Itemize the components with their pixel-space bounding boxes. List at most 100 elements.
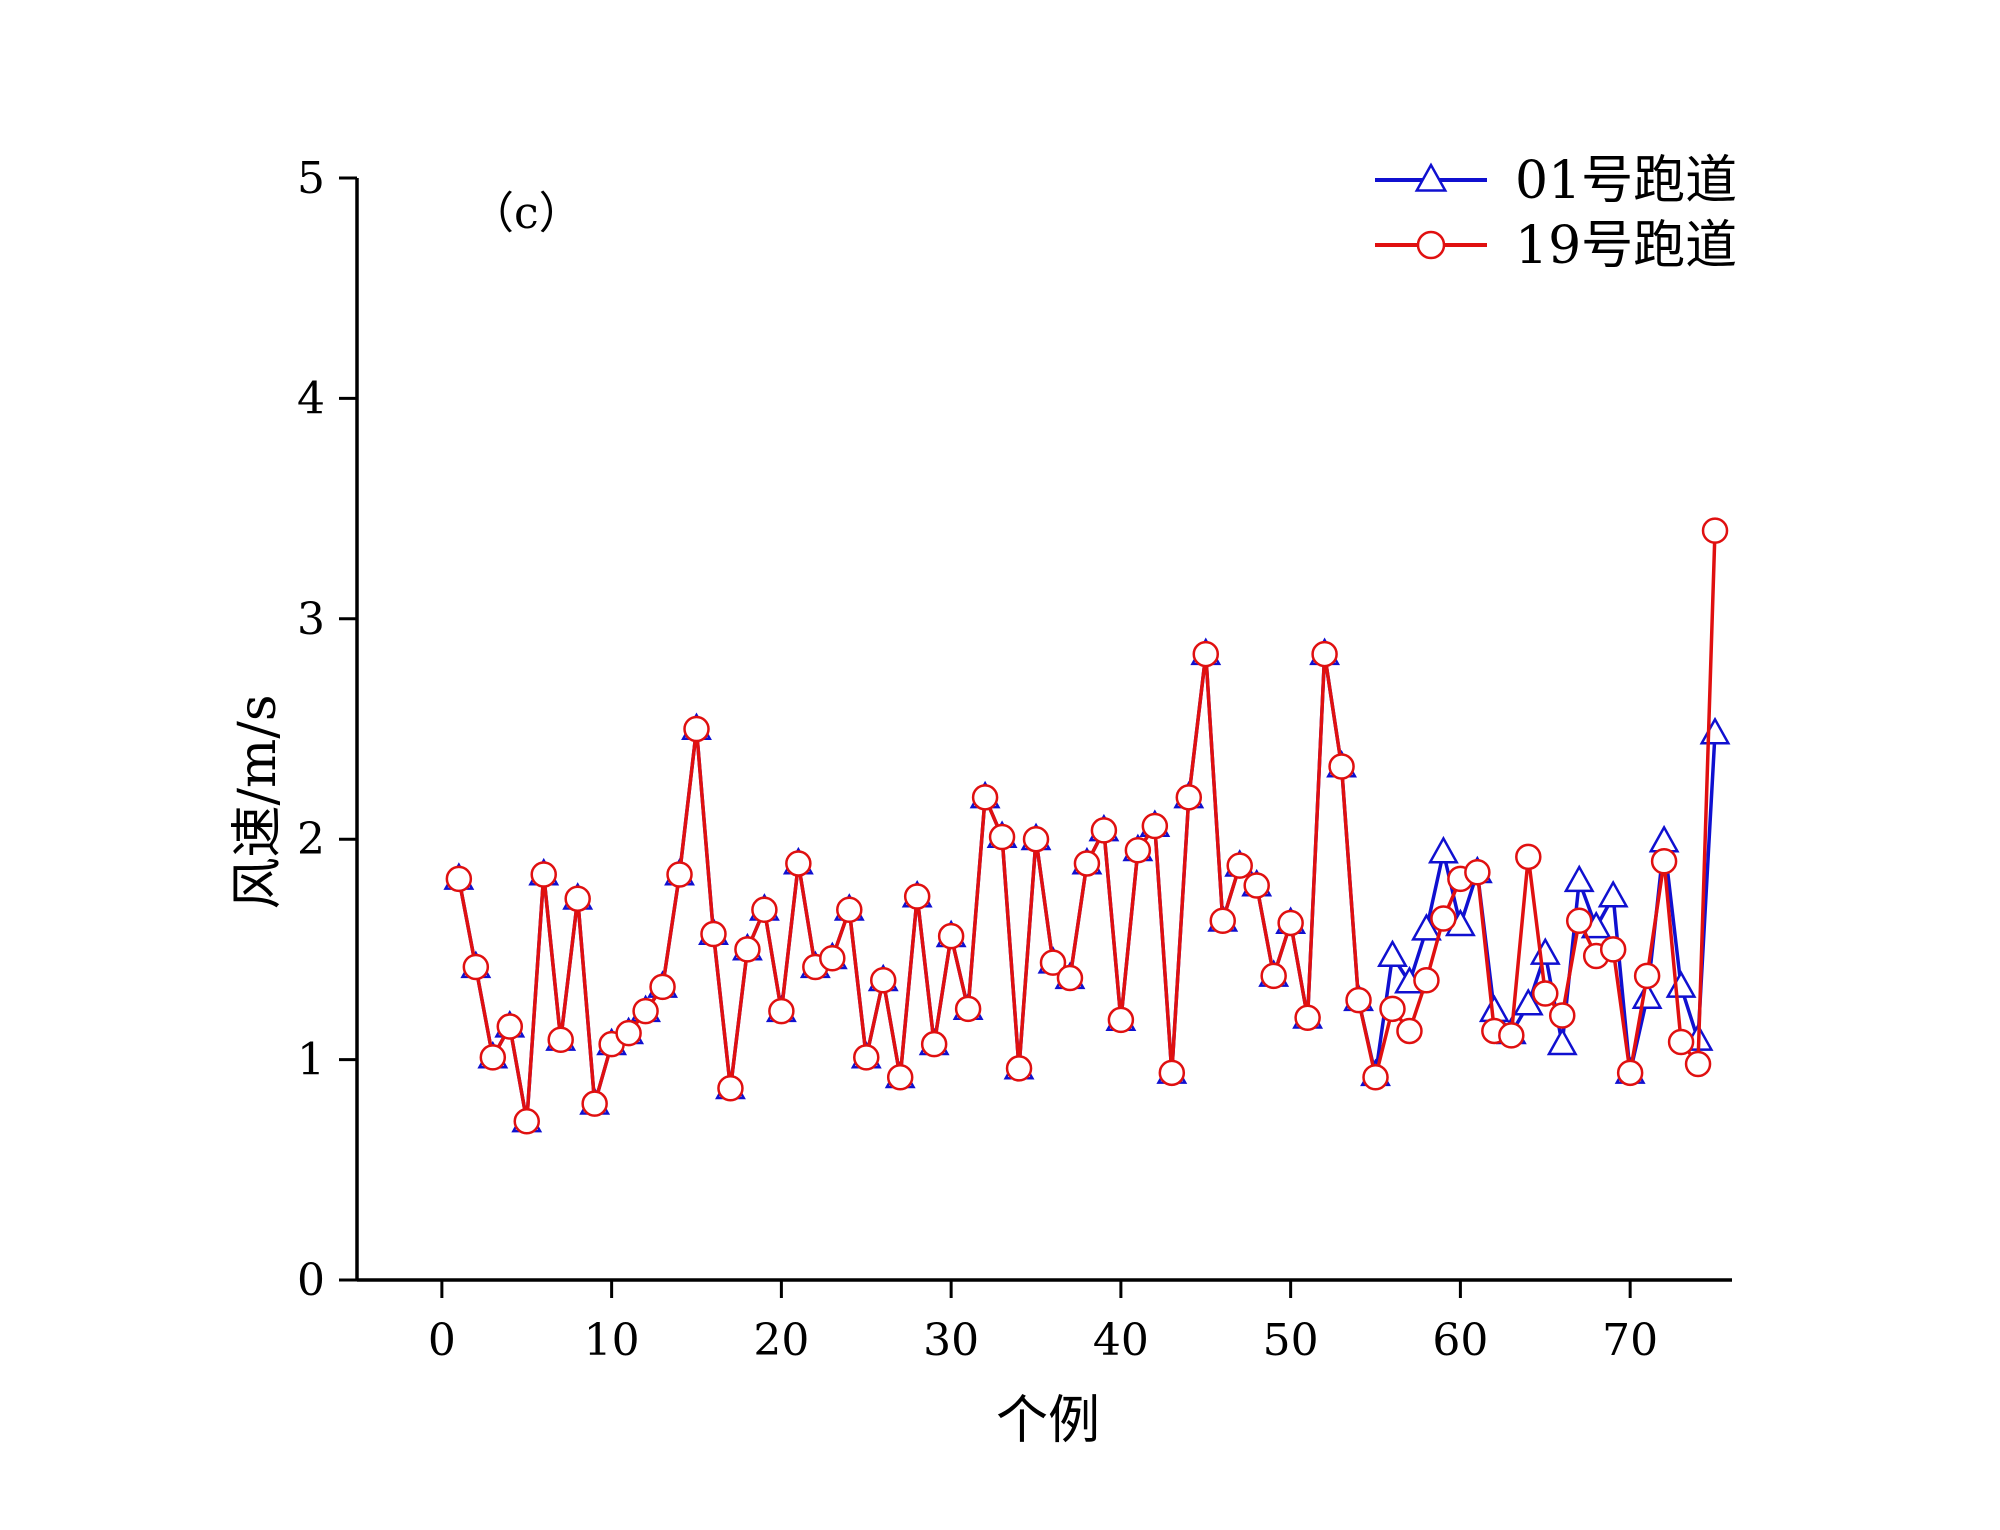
data-point bbox=[734, 936, 761, 963]
data-point bbox=[1379, 995, 1406, 1023]
legend-item: 19号跑道 bbox=[1375, 216, 1737, 276]
data-point bbox=[615, 1019, 642, 1047]
data-point bbox=[1124, 836, 1152, 864]
y-tick-label: 1 bbox=[297, 1035, 325, 1086]
data-point bbox=[1107, 1006, 1135, 1034]
series-1 bbox=[443, 637, 1731, 1133]
data-point bbox=[1648, 824, 1680, 853]
data-point bbox=[1209, 907, 1236, 934]
data-point bbox=[496, 1013, 524, 1040]
data-point bbox=[1532, 980, 1559, 1007]
data-point bbox=[920, 1030, 948, 1058]
data-point bbox=[649, 973, 676, 1001]
data-point bbox=[1362, 1063, 1389, 1091]
data-point bbox=[1022, 825, 1050, 853]
legend-marker bbox=[1414, 162, 1448, 192]
data-point bbox=[1631, 981, 1663, 1009]
data-point bbox=[1141, 812, 1169, 840]
x-axis-title: 个例 bbox=[996, 1391, 1100, 1451]
data-point bbox=[1260, 962, 1287, 990]
legend-marker bbox=[1416, 230, 1446, 260]
data-point bbox=[1294, 1004, 1321, 1031]
data-point bbox=[1430, 905, 1457, 932]
data-point bbox=[1277, 909, 1304, 937]
data-point bbox=[513, 1108, 541, 1135]
data-point bbox=[1243, 872, 1270, 899]
data-point bbox=[1175, 784, 1203, 811]
data-point bbox=[1377, 939, 1408, 968]
x-tick-label: 70 bbox=[1602, 1315, 1658, 1366]
data-point bbox=[666, 861, 693, 888]
data-point bbox=[462, 953, 490, 981]
data-point bbox=[1512, 987, 1544, 1016]
legend-item: 01号跑道 bbox=[1375, 151, 1737, 211]
data-point bbox=[1005, 1055, 1033, 1082]
plot-area bbox=[443, 517, 1731, 1135]
data-point bbox=[1546, 1027, 1578, 1056]
data-point bbox=[988, 823, 1016, 851]
data-point bbox=[1090, 817, 1118, 844]
data-point bbox=[1345, 986, 1372, 1014]
y-tick-label: 0 bbox=[297, 1255, 325, 1306]
data-point bbox=[853, 1044, 880, 1071]
data-point bbox=[886, 1063, 914, 1091]
data-point bbox=[954, 995, 982, 1023]
y-tick-label: 4 bbox=[297, 373, 325, 424]
data-point bbox=[530, 861, 557, 888]
y-tick-label: 2 bbox=[297, 814, 325, 865]
data-point bbox=[869, 967, 897, 994]
data-point bbox=[751, 896, 778, 923]
data-point bbox=[1699, 716, 1731, 745]
data-point bbox=[1073, 850, 1101, 877]
data-point bbox=[1529, 937, 1561, 965]
x-tick-label: 50 bbox=[1263, 1315, 1319, 1366]
data-point bbox=[1413, 967, 1440, 994]
data-point bbox=[1498, 1022, 1525, 1049]
data-point bbox=[1667, 1028, 1695, 1056]
data-point bbox=[1056, 964, 1084, 992]
data-point bbox=[1039, 949, 1067, 976]
data-point bbox=[547, 1026, 574, 1054]
data-point bbox=[1192, 640, 1220, 668]
data-point bbox=[819, 944, 846, 972]
x-tick-label: 40 bbox=[1093, 1315, 1149, 1366]
data-point bbox=[1665, 970, 1697, 998]
x-tick-label: 0 bbox=[428, 1315, 456, 1366]
data-point bbox=[581, 1090, 608, 1117]
data-point bbox=[1701, 517, 1729, 544]
data-point bbox=[836, 896, 863, 923]
data-point bbox=[1158, 1059, 1186, 1087]
data-point bbox=[717, 1075, 744, 1102]
legend-label: 01号跑道 bbox=[1515, 151, 1737, 211]
panel-label: （c） bbox=[470, 188, 583, 239]
data-point bbox=[700, 920, 727, 948]
data-point bbox=[1427, 835, 1459, 864]
data-point bbox=[937, 922, 965, 950]
data-point bbox=[1599, 936, 1627, 963]
legend-label: 19号跑道 bbox=[1515, 216, 1737, 276]
data-point bbox=[632, 997, 659, 1025]
x-tick-label: 10 bbox=[584, 1315, 640, 1366]
data-point bbox=[1650, 847, 1678, 875]
data-point bbox=[445, 865, 473, 893]
data-point bbox=[1396, 1017, 1423, 1045]
data-point bbox=[1616, 1059, 1644, 1087]
data-point bbox=[1328, 753, 1355, 780]
data-point bbox=[1411, 913, 1442, 941]
y-axis-title: 风速/m/s bbox=[228, 694, 288, 909]
y-tick-label: 3 bbox=[297, 594, 325, 645]
series-2 bbox=[445, 517, 1729, 1135]
data-point bbox=[1563, 864, 1595, 893]
data-point bbox=[903, 883, 931, 910]
data-point bbox=[1311, 640, 1338, 668]
x-tick-label: 30 bbox=[923, 1315, 979, 1366]
data-point bbox=[479, 1044, 507, 1071]
series-line bbox=[457, 530, 1717, 1124]
data-point bbox=[683, 715, 710, 743]
data-point bbox=[1633, 962, 1661, 990]
data-point bbox=[564, 885, 591, 912]
data-point bbox=[1597, 879, 1629, 908]
